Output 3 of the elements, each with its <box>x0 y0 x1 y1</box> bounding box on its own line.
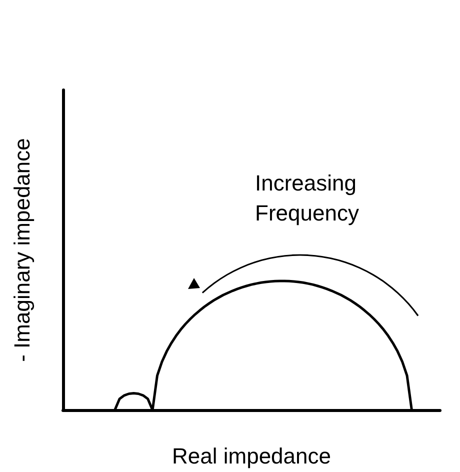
y-axis-title: - Imaginary impedance <box>10 138 34 362</box>
text: Increasing Frequency <box>255 170 359 226</box>
x-axis-title: Real impedance <box>172 444 331 468</box>
